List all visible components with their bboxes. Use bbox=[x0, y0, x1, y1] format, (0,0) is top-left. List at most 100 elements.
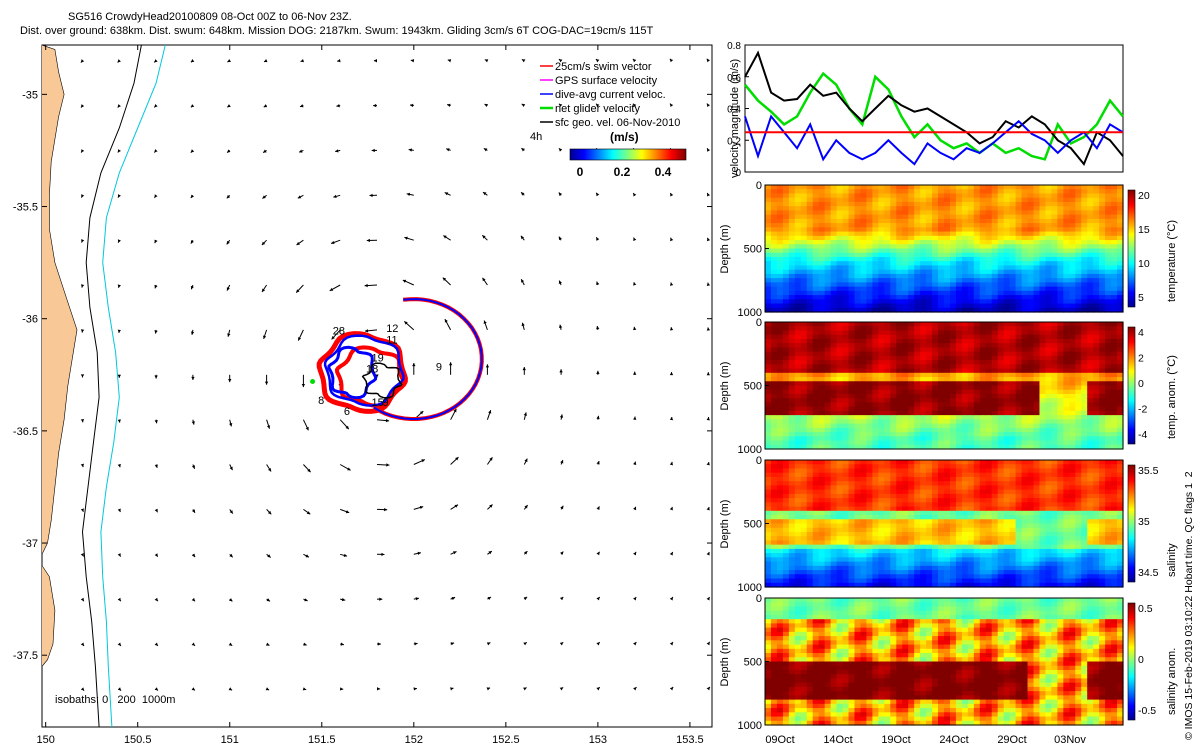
current-vector bbox=[560, 505, 564, 510]
current-vector bbox=[226, 194, 231, 199]
current-vector bbox=[80, 463, 85, 468]
current-vector bbox=[446, 148, 451, 152]
current-vector bbox=[450, 408, 457, 420]
section-ytick: 1000 bbox=[738, 720, 762, 732]
current-vector bbox=[404, 236, 414, 241]
current-vector bbox=[154, 149, 158, 153]
current-vector bbox=[80, 642, 85, 647]
section-ylabel: Depth (m) bbox=[719, 500, 731, 549]
colorbar-tick: -4 bbox=[1138, 429, 1147, 441]
current-vector bbox=[521, 103, 526, 108]
current-vector bbox=[340, 642, 344, 646]
time-xtick: 03Nov bbox=[1054, 734, 1086, 746]
current-vector bbox=[364, 329, 378, 333]
current-vector bbox=[376, 463, 390, 467]
current-vector bbox=[191, 553, 196, 558]
current-vector bbox=[117, 374, 121, 378]
current-vector bbox=[450, 596, 456, 601]
current-vector bbox=[339, 419, 350, 430]
section-colorbar bbox=[1127, 464, 1136, 583]
map-ytick: -37 bbox=[22, 538, 38, 550]
section-colorbar bbox=[1127, 189, 1136, 308]
current-vector bbox=[412, 363, 416, 375]
current-vector bbox=[228, 374, 232, 383]
current-vector bbox=[560, 551, 564, 555]
current-vector bbox=[447, 59, 452, 63]
colorbar-tick: 35 bbox=[1138, 516, 1150, 528]
colorbar-tick: 35.5 bbox=[1138, 465, 1159, 477]
current-vector bbox=[521, 147, 525, 152]
current-vector bbox=[303, 642, 307, 646]
current-vector bbox=[190, 194, 195, 199]
current-vector bbox=[413, 459, 426, 465]
current-vector bbox=[154, 419, 158, 424]
current-vector bbox=[376, 418, 390, 423]
current-vector bbox=[558, 236, 562, 241]
current-vector bbox=[522, 367, 526, 375]
current-vector bbox=[482, 191, 488, 196]
current-vector bbox=[558, 324, 563, 331]
current-vector bbox=[80, 597, 85, 602]
current-vector bbox=[117, 239, 121, 243]
current-vector bbox=[339, 687, 344, 691]
current-vector bbox=[413, 551, 422, 555]
current-vector bbox=[303, 464, 311, 473]
current-vector bbox=[521, 58, 526, 63]
current-vector bbox=[520, 278, 525, 286]
section-ytick: 500 bbox=[744, 519, 762, 531]
current-vector bbox=[442, 277, 451, 286]
current-vector bbox=[559, 641, 564, 646]
current-vector bbox=[190, 239, 194, 244]
current-vector bbox=[486, 410, 492, 420]
current-vector bbox=[227, 329, 231, 337]
current-vector bbox=[487, 596, 492, 601]
current-vector bbox=[117, 419, 121, 423]
current-vector bbox=[366, 238, 378, 243]
current-vector bbox=[226, 149, 231, 153]
track-day-label: 9 bbox=[436, 361, 442, 373]
current-vector bbox=[444, 318, 452, 331]
isobath-1000 bbox=[100, 45, 166, 727]
current-vector bbox=[450, 504, 459, 510]
map-xtick: 152.5 bbox=[492, 734, 520, 746]
current-vector bbox=[297, 329, 304, 341]
section-ytick: 0 bbox=[756, 593, 762, 605]
section-ylabel: Depth (m) bbox=[719, 225, 731, 274]
current-vector bbox=[300, 59, 304, 63]
colorbar-label: salinity anom. bbox=[1166, 648, 1178, 715]
current-vector bbox=[296, 239, 304, 246]
current-vector bbox=[80, 149, 85, 153]
current-vector bbox=[261, 284, 268, 293]
current-vector bbox=[298, 149, 304, 153]
current-vector bbox=[403, 321, 415, 331]
current-vector bbox=[154, 239, 158, 244]
map-frame bbox=[41, 44, 713, 728]
current-vector bbox=[340, 508, 350, 514]
current-vector bbox=[333, 194, 341, 199]
land-north bbox=[42, 45, 78, 555]
track-day-label: 8 bbox=[318, 395, 324, 407]
current-vector bbox=[559, 414, 564, 420]
current-vector bbox=[340, 597, 346, 602]
map-ytick: -36 bbox=[22, 314, 38, 326]
current-vector bbox=[229, 509, 234, 514]
section-ytick: 500 bbox=[744, 381, 762, 393]
current-vector bbox=[558, 103, 563, 108]
current-vector bbox=[229, 553, 234, 558]
current-vector bbox=[303, 508, 311, 515]
current-vector bbox=[523, 412, 527, 420]
current-vector bbox=[373, 59, 378, 63]
current-vector bbox=[117, 104, 121, 108]
map-xtick: 153.5 bbox=[676, 734, 704, 746]
current-vector bbox=[190, 59, 195, 63]
current-vector bbox=[117, 463, 121, 468]
current-vector bbox=[154, 508, 158, 513]
current-vector bbox=[302, 419, 309, 431]
time-xtick: 14Oct bbox=[823, 734, 852, 746]
track-day-label: 19 bbox=[372, 352, 384, 364]
current-vector bbox=[410, 59, 415, 63]
colorbar-tick-0: 0 bbox=[577, 165, 584, 179]
current-vector bbox=[191, 687, 196, 691]
current-vector bbox=[299, 104, 304, 108]
